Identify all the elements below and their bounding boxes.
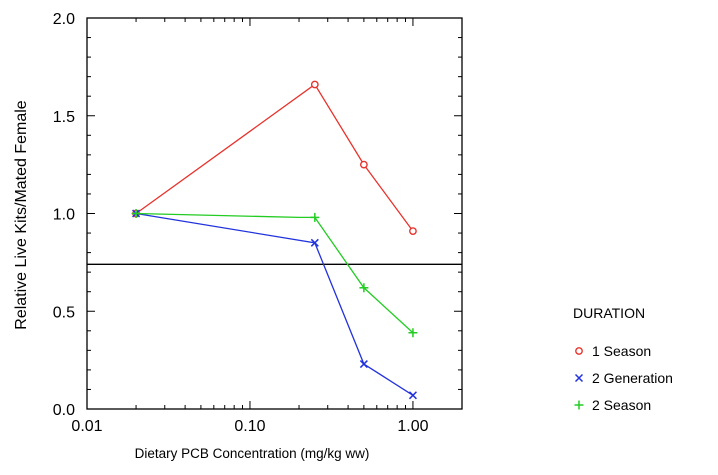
legend-title: DURATION	[573, 305, 645, 321]
series-2-season	[131, 209, 418, 338]
axis-layer: 0.01 0.10 1.00 0.0 0.5 1.0 1.5 2.0	[53, 11, 462, 435]
y-tick-label: 0.0	[53, 402, 75, 419]
data-point-1-season	[310, 80, 319, 89]
x-axis-label: Dietary PCB Concentration (mg/kg ww)	[135, 446, 370, 461]
legend-marker-1-season	[575, 347, 583, 355]
legend: DURATION 1 Season 2 Generation 2 Season	[573, 305, 673, 413]
x-tick-label: 0.01	[71, 418, 102, 435]
data-point-2-season	[359, 283, 369, 293]
legend-marker-2-season	[574, 400, 584, 410]
data-point-2-generation	[310, 238, 319, 247]
data-point-1-season	[359, 160, 368, 169]
data-point-2-generation	[408, 391, 417, 400]
series-layer	[131, 80, 418, 400]
data-point-2-season	[131, 209, 141, 218]
series-1-season	[132, 80, 417, 235]
series-2-generation	[132, 209, 417, 400]
legend-label-1-season: 1 Season	[592, 343, 651, 359]
series-line-2-season	[136, 212, 414, 334]
legend-label-2-season: 2 Season	[592, 397, 651, 413]
y-tick-label: 0.5	[53, 304, 75, 321]
series-line-2-generation	[135, 212, 414, 396]
data-point-1-season	[409, 227, 417, 235]
x-tick-label: 0.10	[234, 418, 265, 435]
y-axis-label: Relative Live Kits/Mated Female	[13, 100, 30, 330]
data-point-2-season	[408, 328, 418, 338]
legend-label-2-generation: 2 Generation	[592, 370, 673, 386]
series-line-1-season	[135, 83, 414, 232]
legend-marker-2-generation	[574, 373, 584, 383]
data-point-2-season	[310, 212, 320, 222]
y-tick-label: 1.5	[53, 109, 75, 126]
data-point-2-generation	[359, 360, 368, 369]
x-tick-label: 1.00	[397, 418, 428, 435]
y-tick-label: 1.0	[53, 207, 75, 224]
y-tick-label: 2.0	[53, 11, 75, 28]
